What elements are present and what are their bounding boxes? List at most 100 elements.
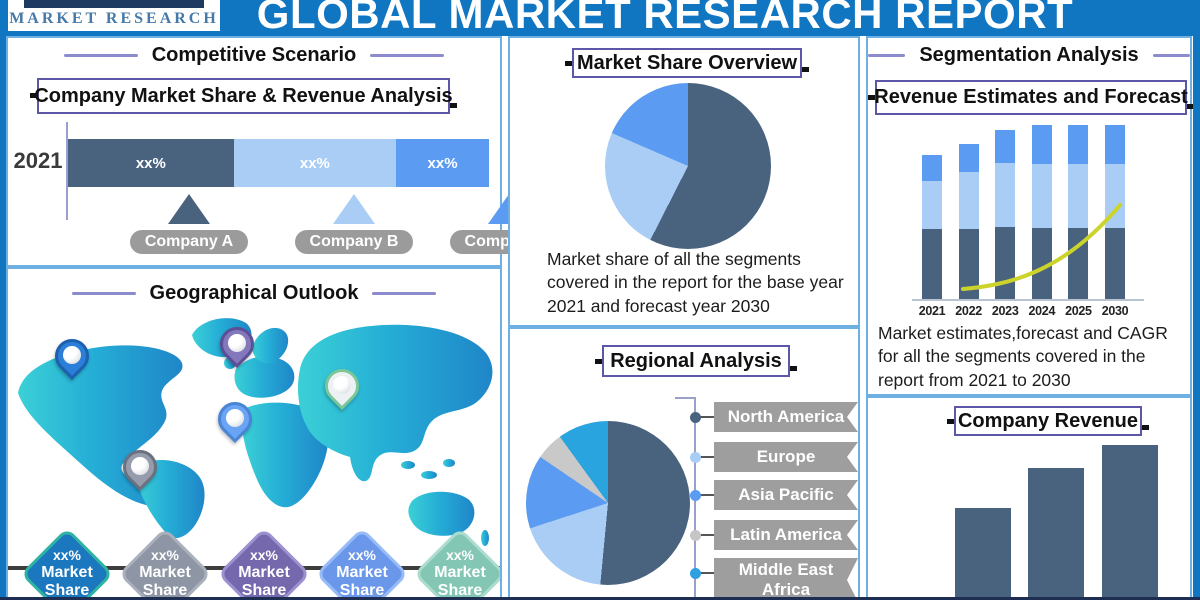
market-share-diamond: xx% Market Share	[217, 527, 311, 599]
year-tick-label: 2021	[918, 304, 946, 318]
company-share-box-title: Company Market Share & Revenue Analysis	[30, 78, 457, 114]
diamond-word-2: Share	[142, 581, 188, 599]
panel-regional-analysis: Regional Analysis North America Europe Asi…	[508, 327, 860, 600]
geo-title-text: Geographical Outlook	[149, 282, 359, 304]
year-tick-label: 2022	[955, 304, 982, 318]
segmentation-title-text: Segmentation Analysis	[919, 44, 1139, 66]
forecast-segment	[922, 229, 942, 300]
region-banner: North America	[714, 402, 858, 432]
panel-geographical-outlook: Geographical Outlook	[6, 267, 502, 600]
diamond-word-1: Market	[139, 563, 191, 581]
dot-connector	[699, 534, 714, 536]
overview-description: Market share of all the segments covered…	[547, 249, 844, 316]
diamond-word-2: Share	[437, 581, 483, 599]
diamond-share-value: xx%	[445, 547, 475, 564]
triangle-marker	[333, 194, 375, 224]
diamond-text: xx% Market Share	[315, 527, 409, 598]
diamond-word-1: Market	[434, 563, 486, 581]
forecast-segment	[958, 172, 979, 229]
year-label: 2021	[13, 148, 63, 173]
region-dot	[690, 452, 701, 463]
title-dash-right	[370, 54, 445, 57]
segmentation-section-title: Segmentation Analysis	[868, 44, 1190, 67]
regional-pie	[526, 421, 690, 585]
dot-connector	[699, 456, 714, 458]
logo: MARKET RESEARCH	[8, 0, 220, 31]
market-share-diamond: xx% Market Share	[413, 527, 500, 599]
market-share-diamond: xx% Market Share	[20, 527, 114, 598]
competitive-section-title: Competitive Scenario	[8, 44, 500, 67]
forecast-segment	[922, 181, 942, 229]
diamond-text: xx% Market Share	[118, 527, 212, 599]
forecast-bar-2022	[958, 144, 979, 300]
revenue-forecast-bars	[922, 118, 1162, 300]
bar-axis-line	[66, 122, 68, 220]
dot-connector	[699, 572, 714, 574]
market-share-segment: xx%	[233, 139, 397, 187]
map-pin-east-asia	[317, 361, 367, 411]
revenue-bar	[955, 508, 1011, 598]
forecast-axis-line	[912, 299, 1144, 301]
diamond-share-value: xx%	[347, 547, 377, 564]
forecast-segment	[1105, 228, 1125, 300]
forecast-segment	[995, 130, 1016, 163]
dot-connector	[699, 494, 714, 496]
segmentation-description: Market estimates,forecast and CAGR for a…	[878, 323, 1168, 390]
company-share-stacked-bar: xx% xx% xx%	[68, 139, 489, 187]
region-banner: Europe	[714, 442, 858, 472]
regional-box-title: Regional Analysis	[595, 345, 797, 377]
diamond-share-value: xx%	[249, 547, 279, 564]
panel-competitive-scenario: Competitive Scenario Company Market Shar…	[6, 36, 569, 267]
market-share-diamond: xx% Market Share	[118, 527, 212, 599]
panel-company-revenue: Company Revenue	[866, 396, 1192, 600]
forecast-bar-2021	[922, 155, 942, 300]
forecast-bar-2030	[1105, 125, 1125, 300]
region-dot	[690, 490, 701, 501]
pin-center-dot	[63, 346, 81, 364]
diamond-text: xx% Market Share	[413, 527, 500, 599]
title-dash-right	[1152, 54, 1190, 57]
revenue-bar	[1102, 445, 1158, 598]
market-share-segment: xx%	[68, 139, 234, 187]
logo-text: MARKET RESEARCH	[9, 10, 219, 27]
overview-box-title: Market Share Overview	[565, 48, 809, 78]
diamond-share-value: xx%	[150, 547, 180, 564]
company-revenue-box-title: Company Revenue	[947, 406, 1149, 436]
forecast-segment	[958, 144, 979, 172]
market-share-diamond: xx% Market Share	[315, 527, 409, 598]
title-dash-left	[71, 292, 136, 295]
region-dot	[690, 530, 701, 541]
map-pin-europe	[212, 319, 262, 369]
diamond-word-2: Share	[241, 581, 287, 599]
forecast-segment	[1031, 125, 1052, 164]
company-pill-label: Company A	[129, 230, 249, 254]
diamond-word-1: Market	[41, 563, 93, 581]
map-pin-south-america	[115, 442, 165, 492]
company-marker-group: Company A	[129, 194, 249, 254]
left-border	[0, 0, 6, 600]
world-map	[18, 318, 493, 546]
title-dash-left	[868, 54, 906, 57]
forecast-segment	[1068, 164, 1089, 228]
bottom-border	[0, 597, 1200, 600]
region-dot	[690, 568, 701, 579]
forecast-segment	[958, 229, 979, 300]
forecast-segment	[1105, 125, 1125, 164]
bracket-cap	[675, 397, 696, 399]
pin-center-dot	[333, 376, 351, 394]
market-share-segment: xx%	[396, 139, 489, 187]
title-dash-right	[372, 292, 437, 295]
diamond-share-value: xx%	[52, 547, 82, 564]
region-banner: Middle East Africa	[714, 558, 858, 600]
company-marker-group: Company B	[294, 194, 414, 254]
pin-center-dot	[226, 409, 244, 427]
geo-section-title: Geographical Outlook	[8, 282, 500, 305]
forecast-segment	[1031, 228, 1052, 300]
market-share-pie	[605, 83, 771, 249]
panel-segmentation-analysis: Segmentation Analysis Revenue Estimates …	[866, 36, 1194, 396]
forecast-segment	[1105, 164, 1125, 228]
forecast-segment	[922, 155, 942, 181]
company-pill-label: Company B	[294, 230, 414, 254]
